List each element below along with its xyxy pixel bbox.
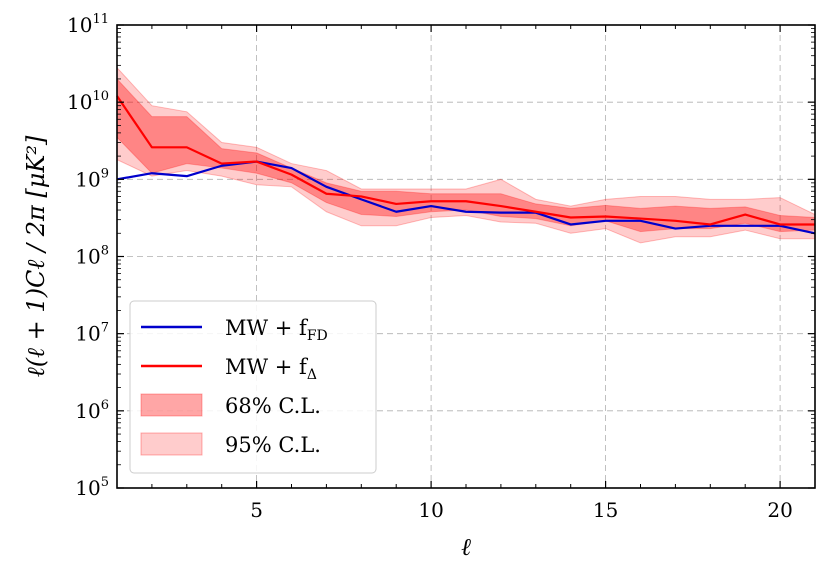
data-point [500, 212, 501, 213]
data-point [570, 217, 571, 218]
data-point [221, 165, 222, 166]
x-tick-labels: 5 10 15 20 [250, 498, 793, 522]
data-point [570, 224, 571, 225]
legend-label: MW + fΔ [225, 355, 317, 383]
data-point [640, 220, 641, 221]
data-point [151, 147, 152, 148]
data-point [151, 173, 152, 174]
data-point [780, 224, 781, 225]
x-tick-label: 15 [593, 498, 618, 522]
grid-lines [117, 25, 815, 488]
y-tick-label: 106 [75, 398, 109, 423]
data-point [256, 161, 257, 162]
x-tick-label: 20 [767, 498, 792, 522]
x-tick-label: 5 [250, 498, 263, 522]
data-point [431, 201, 432, 202]
confidence-bands [116, 66, 816, 244]
data-point [605, 220, 606, 221]
y-tick-labels: 105 106 107 108 109 1010 1011 [67, 12, 109, 500]
data-point [500, 205, 501, 206]
y-tick-label: 1011 [67, 12, 109, 37]
data-point [361, 196, 362, 197]
data-point [745, 225, 746, 226]
data-point [465, 211, 466, 212]
axis-ticks [116, 24, 816, 489]
y-tick-label: 105 [75, 475, 109, 500]
data-point [326, 193, 327, 194]
series-line-delta [116, 95, 815, 226]
data-point [640, 218, 641, 219]
x-tick-label: 10 [418, 498, 443, 522]
data-point [186, 176, 187, 177]
data-point [396, 211, 397, 212]
data-point [675, 220, 676, 221]
legend-label: MW + fFD [225, 316, 328, 344]
data-point [396, 203, 397, 204]
data-point [675, 228, 676, 229]
data-point [361, 199, 362, 200]
legend-label: 95% C.L. [225, 433, 321, 457]
y-tick-label: 107 [75, 321, 109, 346]
data-point [326, 186, 327, 187]
x-axis-label: ℓ [461, 533, 471, 561]
data-point [431, 205, 432, 206]
legend-box [129, 300, 377, 474]
legend: MW + fFD MW + fΔ 68% C.L. 95% C.L. [129, 300, 377, 474]
series-line-fd [116, 160, 816, 235]
y-tick-label: 108 [75, 244, 109, 269]
legend-label: 68% C.L. [225, 394, 321, 418]
y-tick-label: 109 [75, 166, 109, 191]
y-tick-label: 1010 [67, 89, 109, 114]
legend-band-swatch [140, 393, 203, 417]
data-point [291, 174, 292, 175]
legend-band-swatch [140, 432, 203, 456]
data-point [291, 167, 292, 168]
data-point [535, 211, 536, 212]
data-point [710, 224, 711, 225]
data-point [745, 214, 746, 215]
series-lines [116, 95, 816, 235]
data-point [465, 201, 466, 202]
data-point [186, 147, 187, 148]
y-axis-label: ℓ(ℓ + 1)Cℓ / 2π [μK²] [22, 135, 50, 377]
data-point [221, 163, 222, 164]
data-point [605, 216, 606, 217]
